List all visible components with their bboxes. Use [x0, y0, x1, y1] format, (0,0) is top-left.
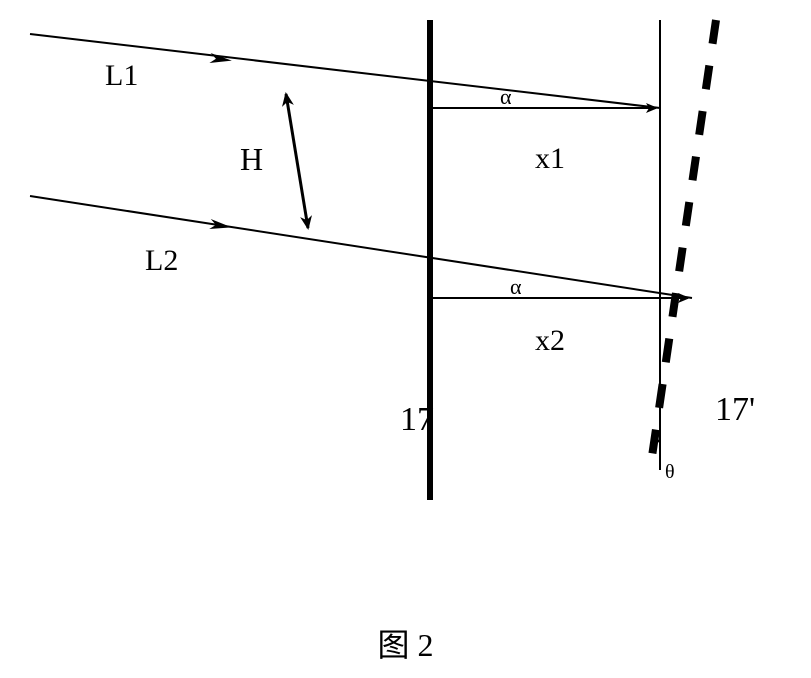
h-double-arrow — [286, 94, 308, 228]
ray-l2 — [30, 196, 692, 298]
label-alpha1: α — [500, 84, 512, 109]
ray-l1-arrow — [209, 53, 232, 65]
label-x1: x1 — [535, 142, 565, 175]
label-l2: L2 — [145, 244, 178, 277]
figure-caption: 图 2 — [0, 620, 811, 666]
label-alpha2: α — [510, 274, 522, 299]
optics-diagram: L1 L2 H α α x1 x2 17 17' θ — [0, 0, 811, 610]
label-17p: 17' — [715, 391, 755, 428]
label-theta: θ — [665, 461, 675, 483]
label-17: 17 — [400, 401, 434, 438]
label-h: H — [240, 141, 263, 177]
label-x2: x2 — [535, 324, 565, 357]
label-l1: L1 — [105, 59, 138, 92]
